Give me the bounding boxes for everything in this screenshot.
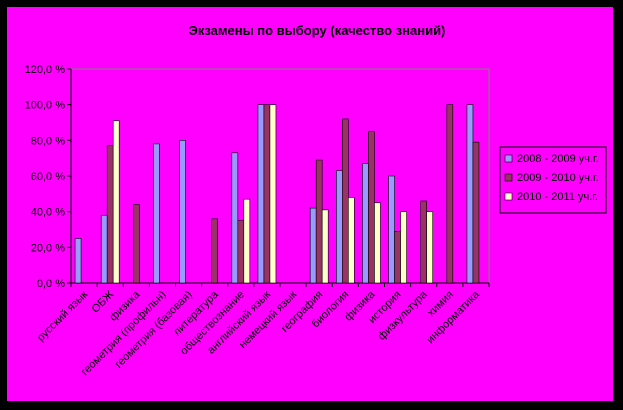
- legend-swatch: [504, 192, 513, 201]
- bar: [426, 211, 433, 284]
- y-tick-label: 40,0 %: [31, 207, 65, 219]
- y-tick-label: 20,0 %: [31, 242, 65, 254]
- bar: [466, 104, 474, 284]
- bar: [342, 118, 349, 284]
- legend-box: [499, 146, 607, 214]
- bar: [315, 159, 323, 284]
- legend-swatch: [504, 173, 513, 182]
- bar: [446, 104, 454, 284]
- x-tick-label: русский язык: [35, 289, 90, 344]
- legend-label: 2008 - 2009 уч.г.: [517, 153, 599, 165]
- bar: [336, 170, 343, 284]
- bar: [112, 120, 120, 284]
- y-tick-label: 120,0 %: [25, 64, 66, 76]
- bar: [309, 207, 317, 284]
- bar: [374, 202, 381, 284]
- bar: [211, 218, 218, 284]
- bar: [153, 143, 160, 284]
- bar: [237, 220, 245, 284]
- y-tick-label: 80,0 %: [31, 135, 65, 147]
- legend: 2008 - 2009 уч.г. 2009 - 2010 уч.г. 2010 -…: [499, 146, 607, 214]
- y-axis: 0,0 % 20,0 % 40,0 % 60,0 % 80,0 % 100,0 % 120,…: [25, 64, 72, 290]
- bar: [231, 152, 239, 284]
- bar: [133, 204, 140, 284]
- bar: [263, 104, 271, 284]
- bar-chart: Экзамены по выбору (качество знаний) 0,0…: [25, 23, 607, 378]
- legend-label: 2010 - 2011 уч.г.: [517, 191, 598, 203]
- bar: [74, 238, 82, 284]
- bar: [100, 214, 108, 284]
- y-tick-label: 60,0 %: [31, 171, 65, 183]
- bar: [362, 163, 369, 284]
- bar: [243, 198, 251, 284]
- chart-title: Экзамены по выбору (качество знаний): [189, 23, 446, 38]
- bar: [472, 141, 480, 284]
- y-tick-label: 0,0 %: [37, 278, 65, 290]
- bar: [257, 104, 265, 284]
- bar: [400, 211, 407, 284]
- bar: [368, 131, 375, 284]
- legend-label: 2009 - 2010 уч.г.: [517, 172, 599, 184]
- bar: [388, 175, 395, 284]
- bars: [74, 104, 480, 284]
- bar: [269, 104, 277, 284]
- bar: [394, 230, 401, 284]
- y-tick-label: 100,0 %: [25, 100, 66, 112]
- bar: [420, 200, 427, 284]
- bar: [348, 197, 355, 284]
- bar: [179, 140, 186, 284]
- chart-area: Экзамены по выбору (качество знаний) 0,0…: [6, 6, 614, 402]
- bar: [106, 145, 114, 284]
- legend-swatch: [504, 154, 513, 163]
- bar: [321, 209, 329, 284]
